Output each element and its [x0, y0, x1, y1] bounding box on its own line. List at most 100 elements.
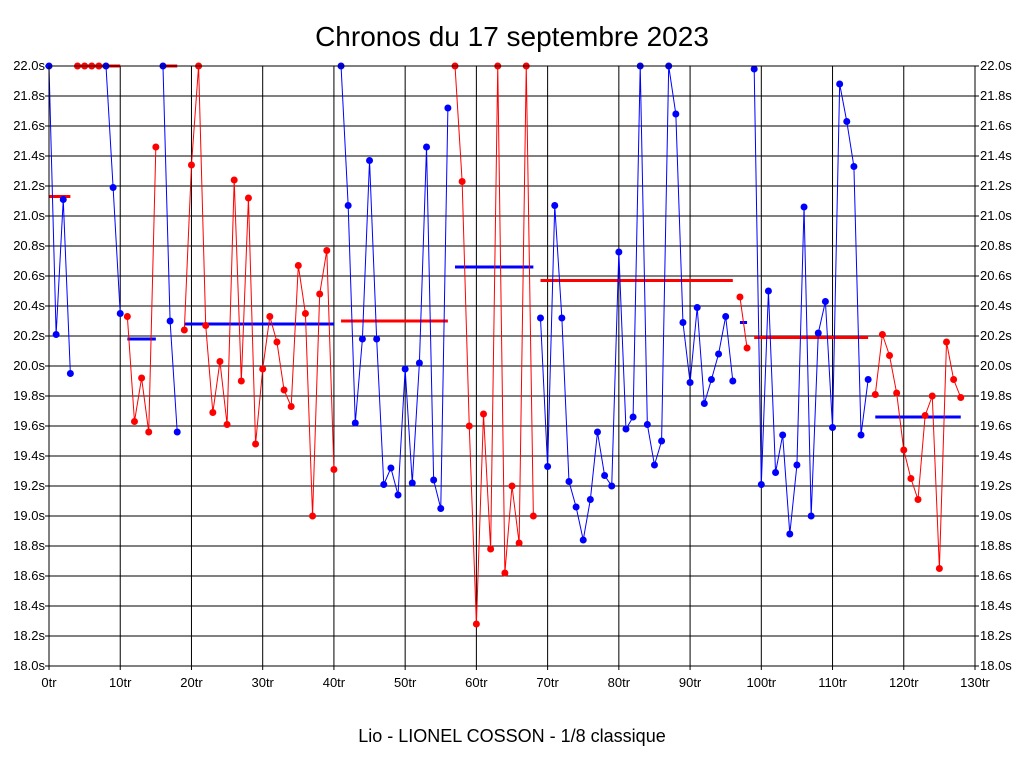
- data-point: [729, 377, 737, 385]
- data-point: [472, 620, 480, 628]
- y-tick-label-right: 18.6s: [980, 568, 1012, 583]
- y-tick-label-left: 20.6s: [13, 268, 45, 283]
- data-point: [408, 479, 416, 487]
- data-point: [914, 496, 922, 503]
- data-point: [394, 491, 402, 499]
- data-point: [928, 392, 936, 400]
- series-group: [45, 62, 965, 628]
- data-point: [401, 365, 409, 373]
- y-tick-label-left: 20.2s: [13, 328, 45, 343]
- series-line: [739, 296, 748, 349]
- data-point: [130, 418, 138, 425]
- data-point: [309, 512, 317, 520]
- data-point: [387, 464, 395, 472]
- data-point: [629, 413, 637, 421]
- y-tick-label-right: 22.0s: [980, 58, 1012, 73]
- data-point: [943, 338, 951, 346]
- data-point: [921, 412, 929, 419]
- data-point: [301, 310, 309, 317]
- data-point: [487, 545, 495, 553]
- data-point: [52, 331, 60, 338]
- x-tick-label: 20tr: [180, 675, 203, 690]
- data-point: [814, 329, 822, 337]
- data-point: [166, 317, 174, 325]
- data-point: [316, 290, 324, 298]
- series-line: [874, 334, 962, 569]
- y-tick-label-left: 19.8s: [13, 388, 45, 403]
- data-point: [950, 376, 958, 383]
- y-tick-label-right: 18.8s: [980, 538, 1012, 553]
- data-point: [743, 344, 751, 352]
- y-tick-label-right: 21.8s: [980, 88, 1012, 103]
- plot-frame: [48, 65, 976, 667]
- data-point: [529, 512, 537, 520]
- x-tick-label: 130tr: [960, 675, 990, 690]
- series-line: [454, 65, 534, 625]
- data-point: [772, 469, 780, 476]
- data-point: [323, 247, 331, 254]
- data-point: [579, 536, 587, 544]
- y-tick-label-right: 19.0s: [980, 508, 1012, 523]
- y-tick-label-left: 19.0s: [13, 508, 45, 523]
- series-line: [183, 65, 335, 517]
- data-point: [878, 331, 886, 338]
- x-tick-label: 80tr: [608, 675, 631, 690]
- data-point: [366, 157, 374, 164]
- y-tick-label-left: 19.2s: [13, 478, 45, 493]
- data-point: [850, 163, 858, 170]
- data-point: [544, 463, 552, 470]
- data-point: [173, 428, 181, 436]
- y-tick-label-left: 19.4s: [13, 448, 45, 463]
- data-point: [66, 370, 74, 377]
- data-point: [330, 466, 338, 473]
- x-tick-label: 50tr: [394, 675, 417, 690]
- y-tick-label-left: 18.8s: [13, 538, 45, 553]
- data-point: [444, 104, 452, 112]
- data-point: [615, 248, 623, 256]
- average-lines: [49, 64, 961, 419]
- data-point: [807, 512, 815, 520]
- data-point: [764, 287, 772, 295]
- y-tick-label-right: 19.8s: [980, 388, 1012, 403]
- data-point: [287, 403, 295, 410]
- data-point: [116, 310, 124, 317]
- data-point: [900, 446, 908, 454]
- data-point: [373, 335, 381, 343]
- data-point: [800, 203, 808, 211]
- chart-caption: Lio - LIONEL COSSON - 1/8 classique: [358, 726, 665, 746]
- data-point: [415, 359, 423, 367]
- y-axis-left: 18.0s 18.2s 18.4s 18.6s 18.8s 19.0s 19.2s 19.4s…: [13, 58, 49, 673]
- data-point: [779, 431, 787, 439]
- data-point: [209, 409, 217, 416]
- data-point: [280, 386, 288, 394]
- data-point: [180, 326, 188, 334]
- y-tick-label-right: 20.4s: [980, 298, 1012, 313]
- series-line: [340, 65, 449, 509]
- data-point: [109, 184, 117, 191]
- y-tick-label-left: 21.4s: [13, 148, 45, 163]
- data-point: [252, 440, 260, 448]
- y-tick-label-left: 18.4s: [13, 598, 45, 613]
- data-point: [793, 461, 801, 469]
- data-point: [907, 475, 915, 482]
- data-point: [736, 293, 744, 301]
- y-tick-label-right: 21.4s: [980, 148, 1012, 163]
- data-point: [715, 350, 723, 358]
- data-point: [586, 496, 594, 503]
- data-point: [266, 313, 274, 320]
- data-point: [202, 322, 210, 329]
- x-tick-label: 10tr: [109, 675, 132, 690]
- x-tick-label: 70tr: [536, 675, 559, 690]
- y-tick-label-right: 21.2s: [980, 178, 1012, 193]
- data-point: [515, 539, 523, 547]
- y-tick-label-right: 20.2s: [980, 328, 1012, 343]
- data-point: [857, 431, 865, 439]
- data-point: [565, 478, 573, 485]
- data-point: [757, 481, 765, 488]
- y-tick-label-right: 18.4s: [980, 598, 1012, 613]
- data-point: [700, 400, 708, 407]
- data-point: [152, 143, 160, 151]
- data-point: [786, 530, 794, 538]
- data-point: [864, 376, 872, 383]
